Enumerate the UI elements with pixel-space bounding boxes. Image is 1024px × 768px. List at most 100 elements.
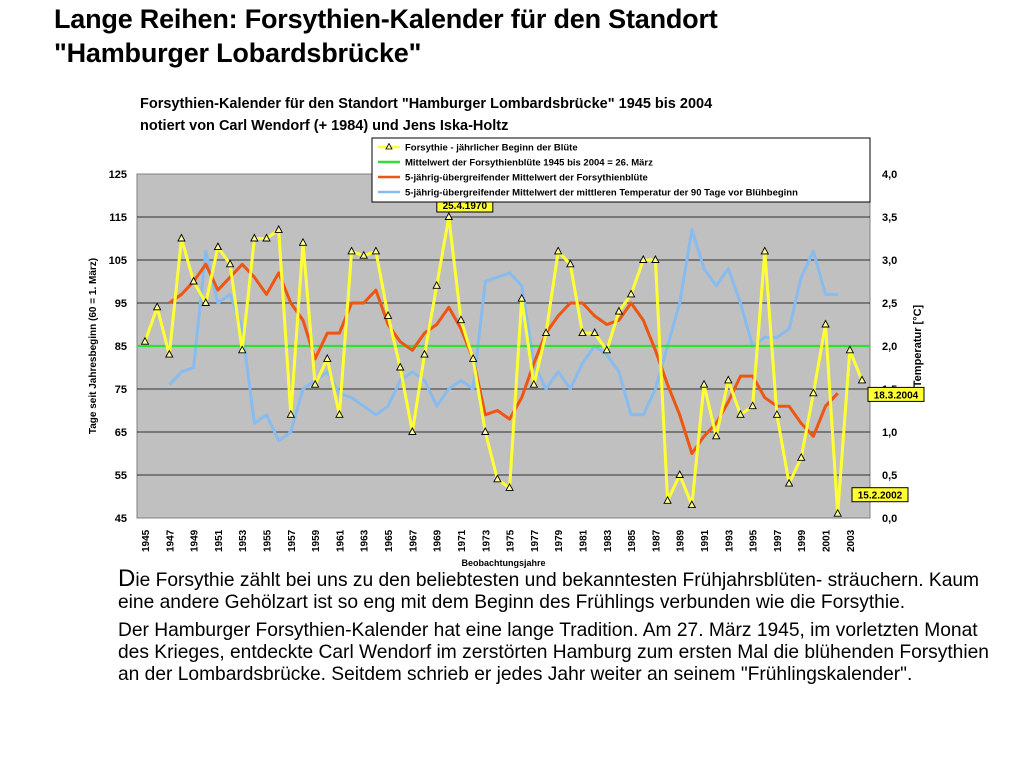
legend-label: 5-jährig-übergreifender Mittelwert der F…: [405, 173, 648, 184]
data-point: [821, 319, 830, 328]
y2-tick-label: 1,0: [882, 427, 897, 439]
y-tick-label: 95: [115, 298, 127, 310]
x-tick-label: 1977: [530, 529, 541, 552]
data-point: [711, 431, 721, 440]
data-point: [262, 233, 271, 242]
data-point: [748, 401, 757, 410]
body-text: Die Forsythie zählt bei uns zu den belie…: [118, 565, 998, 692]
annotation-label: 18.3.2004: [874, 390, 919, 401]
data-point: [347, 246, 356, 255]
data-point: [225, 259, 235, 268]
data-point: [784, 478, 794, 487]
series-line-temperature: [168, 228, 838, 443]
legend-label: 5-jährig-übergreifender Mittelwert der m…: [405, 188, 798, 199]
y2-axis-label: Temperatur [°C]: [912, 304, 924, 387]
x-tick-label: 1981: [578, 529, 589, 552]
data-point: [177, 233, 186, 242]
data-point: [505, 482, 514, 491]
x-tick-label: 1991: [700, 529, 711, 552]
x-tick-label: 1951: [214, 529, 225, 552]
x-tick-label: 1995: [749, 529, 760, 552]
y2-tick-label: 4,0: [882, 169, 897, 181]
x-tick-label: 1999: [797, 529, 808, 552]
data-point: [845, 345, 855, 354]
y-tick-label: 115: [109, 212, 127, 224]
data-point: [298, 237, 308, 246]
data-point: [736, 409, 745, 418]
y-tick-label: 75: [115, 384, 127, 396]
data-point: [408, 427, 417, 435]
y2-tick-label: 2,0: [882, 341, 897, 353]
data-point: [833, 508, 842, 517]
x-tick-label: 1983: [603, 529, 614, 552]
x-tick-label: 1979: [554, 529, 565, 552]
paragraph-2: Der Hamburger Forsythien-Kalender hat ei…: [118, 620, 989, 685]
data-point: [724, 375, 733, 384]
x-tick-label: 1987: [651, 529, 662, 552]
annotation-box: [851, 487, 909, 503]
data-point: [395, 362, 405, 371]
data-point: [140, 336, 150, 345]
x-tick-label: 1953: [238, 529, 249, 552]
data-point: [310, 379, 320, 388]
x-axis-label: Beobachtungsjahre: [461, 558, 545, 568]
data-point: [383, 310, 393, 319]
data-point: [517, 293, 526, 302]
x-tick-label: 1949: [190, 529, 201, 552]
data-point: [456, 315, 466, 324]
paragraph-1: Die Forsythie zählt bei uns zu den belie…: [118, 565, 998, 614]
paragraph-1-dropcap: D: [118, 565, 136, 592]
data-point: [651, 255, 660, 263]
x-tick-label: 1989: [676, 529, 687, 552]
x-tick-label: 1945: [141, 529, 152, 552]
data-point: [857, 375, 867, 384]
x-tick-label: 1973: [481, 529, 492, 552]
x-tick-label: 1971: [457, 529, 468, 552]
y2-tick-label: 2,5: [882, 298, 897, 310]
data-point: [152, 302, 162, 311]
x-tick-label: 1963: [360, 529, 371, 552]
y2-tick-label: 3,0: [882, 255, 897, 267]
y2-tick-label: 3,5: [882, 212, 897, 224]
data-point: [796, 452, 806, 461]
annotation-box: [867, 386, 925, 402]
data-point: [687, 500, 697, 509]
y-axis-label: Tage seit Jahresbeginn (60 = 1. März): [88, 258, 99, 434]
data-point: [493, 474, 502, 483]
data-point: [468, 353, 478, 362]
x-tick-label: 1985: [627, 529, 638, 552]
data-point: [237, 345, 247, 354]
x-tick-label: 1961: [335, 529, 346, 552]
data-point: [371, 246, 381, 255]
slide-title: Lange Reihen: Forsythien-Kalender für de…: [54, 2, 1014, 70]
forsythia-chart: Forsythien-Kalender für den Standort "Ha…: [88, 96, 925, 568]
x-tick-label: 1947: [165, 529, 176, 552]
y-tick-label: 45: [115, 513, 127, 525]
chart-subtitle: notiert von Carl Wendorf (+ 1984) und Je…: [140, 118, 508, 134]
data-point: [432, 280, 441, 289]
data-point: [566, 259, 575, 268]
x-tick-label: 1969: [433, 529, 444, 552]
legend-label: Mittelwert der Forsythienblüte 1945 bis …: [405, 158, 653, 169]
data-point: [286, 409, 296, 418]
x-tick-label: 2001: [822, 529, 833, 552]
data-point: [201, 298, 211, 306]
data-point: [553, 246, 563, 255]
data-point: [323, 353, 332, 362]
y2-tick-label: 0,5: [882, 470, 897, 482]
data-point: [663, 495, 672, 504]
data-point: [481, 427, 490, 435]
data-point: [274, 224, 283, 233]
y-tick-label: 55: [115, 470, 127, 482]
x-tick-label: 1957: [287, 529, 298, 552]
data-point: [529, 379, 539, 388]
annotation-label: 15.2.2002: [858, 491, 903, 502]
slide-title-line-2: "Hamburger Lobardsbrücke": [54, 38, 422, 68]
y2-tick-label: 0,0: [882, 513, 897, 525]
x-tick-label: 1975: [506, 529, 517, 552]
data-point: [602, 345, 612, 354]
annotation-label: 25.4.1970: [443, 201, 488, 212]
data-point: [772, 409, 782, 418]
x-tick-label: 1997: [773, 529, 784, 552]
data-point: [699, 379, 709, 388]
